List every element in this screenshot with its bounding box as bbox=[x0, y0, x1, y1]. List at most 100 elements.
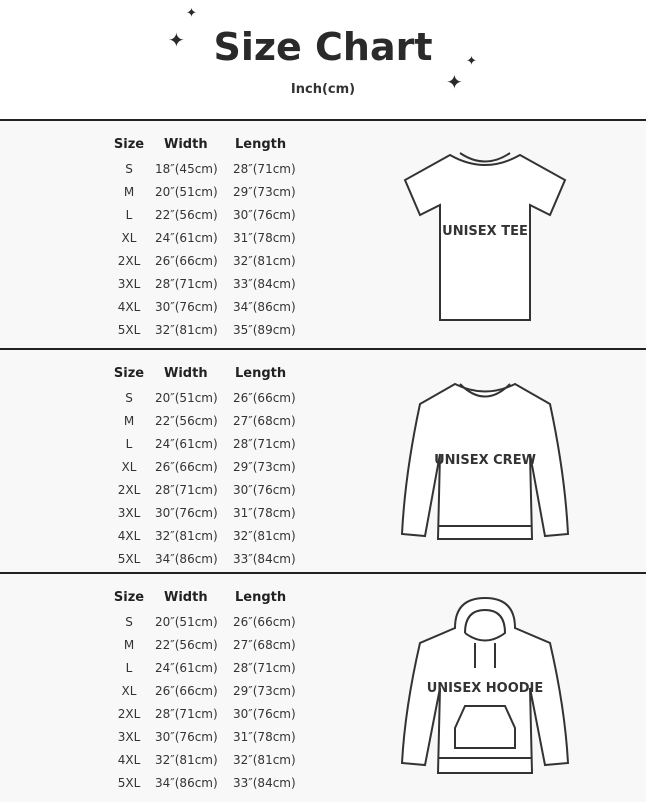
garment-label: UNISEX CREW bbox=[434, 453, 536, 468]
length-cell: 35″(89cm) bbox=[233, 323, 296, 337]
size-cell: S bbox=[125, 615, 133, 629]
length-cell: 26″(66cm) bbox=[233, 391, 296, 405]
width-cell: 28″(71cm) bbox=[155, 483, 218, 497]
size-cell: 4XL bbox=[117, 300, 141, 314]
sparkle-icon: ✦ bbox=[466, 54, 477, 69]
width-cell: 18″(45cm) bbox=[155, 162, 218, 176]
width-cell: 20″(51cm) bbox=[155, 185, 218, 199]
width-cell: 28″(71cm) bbox=[155, 277, 218, 291]
unit-label: Inch(cm) bbox=[290, 82, 356, 97]
size-cell: L bbox=[125, 208, 133, 222]
width-cell: 32″(81cm) bbox=[155, 323, 218, 337]
length-cell: 29″(73cm) bbox=[233, 684, 296, 698]
size-cell: S bbox=[125, 162, 133, 176]
size-cell: L bbox=[125, 437, 133, 451]
width-cell: 24″(61cm) bbox=[155, 661, 218, 675]
width-cell: 30″(76cm) bbox=[155, 506, 218, 520]
length-cell: 31″(78cm) bbox=[233, 730, 296, 744]
size-cell: 3XL bbox=[117, 730, 141, 744]
size-cell: 5XL bbox=[117, 323, 141, 337]
hoodie-illustration: UNISEX HOODIE bbox=[400, 596, 570, 774]
width-cell: 22″(56cm) bbox=[155, 638, 218, 652]
length-cell: 29″(73cm) bbox=[233, 185, 296, 199]
size-cell: 2XL bbox=[117, 483, 141, 497]
width-cell: 22″(56cm) bbox=[155, 414, 218, 428]
width-cell: 26″(66cm) bbox=[155, 684, 218, 698]
size-cell: M bbox=[123, 638, 135, 652]
sparkle-icon: ✦ bbox=[446, 70, 463, 94]
length-cell: 33″(84cm) bbox=[233, 277, 296, 291]
size-section-hoodie: Size Width Length S 20″(51cm) 26″(66cm) … bbox=[0, 572, 646, 802]
size-cell: L bbox=[125, 661, 133, 675]
size-cell: 5XL bbox=[117, 776, 141, 790]
size-section-tee: Size Width Length S 18″(45cm) 28″(71cm) … bbox=[0, 119, 646, 350]
width-cell: 34″(86cm) bbox=[155, 552, 218, 566]
width-cell: 24″(61cm) bbox=[155, 437, 218, 451]
length-cell: 32″(81cm) bbox=[233, 753, 296, 767]
column-header-size: Size bbox=[113, 366, 145, 381]
header: ✦ ✦ Size Chart ✦ ✦ Inch(cm) bbox=[0, 0, 646, 119]
width-cell: 34″(86cm) bbox=[155, 776, 218, 790]
column-header-width: Width bbox=[164, 590, 208, 605]
width-cell: 30″(76cm) bbox=[155, 300, 218, 314]
size-cell: 3XL bbox=[117, 506, 141, 520]
length-cell: 32″(81cm) bbox=[233, 254, 296, 268]
length-cell: 30″(76cm) bbox=[233, 707, 296, 721]
length-cell: 31″(78cm) bbox=[233, 506, 296, 520]
column-header-size: Size bbox=[113, 137, 145, 152]
garment-tee: UNISEX TEE bbox=[380, 135, 590, 339]
length-cell: 27″(68cm) bbox=[233, 414, 296, 428]
column-header-length: Length bbox=[235, 366, 287, 381]
length-cell: 32″(81cm) bbox=[233, 529, 296, 543]
size-cell: 4XL bbox=[117, 753, 141, 767]
size-cell: S bbox=[125, 391, 133, 405]
length-cell: 30″(76cm) bbox=[233, 483, 296, 497]
width-cell: 26″(66cm) bbox=[155, 254, 218, 268]
sparkle-icon: ✦ bbox=[168, 28, 185, 52]
size-cell: M bbox=[123, 185, 135, 199]
length-cell: 29″(73cm) bbox=[233, 460, 296, 474]
garment-hoodie: UNISEX HOODIE bbox=[380, 588, 590, 792]
width-cell: 20″(51cm) bbox=[155, 391, 218, 405]
length-cell: 33″(84cm) bbox=[233, 776, 296, 790]
width-cell: 30″(76cm) bbox=[155, 730, 218, 744]
size-cell: 5XL bbox=[117, 552, 141, 566]
size-cell: 3XL bbox=[117, 277, 141, 291]
column-header-width: Width bbox=[164, 366, 208, 381]
width-cell: 28″(71cm) bbox=[155, 707, 218, 721]
length-cell: 30″(76cm) bbox=[233, 208, 296, 222]
width-cell: 32″(81cm) bbox=[155, 753, 218, 767]
length-cell: 28″(71cm) bbox=[233, 661, 296, 675]
width-cell: 32″(81cm) bbox=[155, 529, 218, 543]
size-cell: XL bbox=[121, 460, 137, 474]
size-cell: XL bbox=[121, 231, 137, 245]
length-cell: 28″(71cm) bbox=[233, 437, 296, 451]
column-header-length: Length bbox=[235, 590, 287, 605]
size-section-crew: Size Width Length S 20″(51cm) 26″(66cm) … bbox=[0, 348, 646, 574]
tee-illustration: UNISEX TEE bbox=[403, 152, 567, 321]
garment-label: UNISEX TEE bbox=[442, 224, 528, 239]
size-cell: 2XL bbox=[117, 254, 141, 268]
sparkle-icon: ✦ bbox=[186, 6, 197, 21]
length-cell: 26″(66cm) bbox=[233, 615, 296, 629]
column-header-size: Size bbox=[113, 590, 145, 605]
page-title: Size Chart bbox=[213, 25, 433, 69]
length-cell: 33″(84cm) bbox=[233, 552, 296, 566]
length-cell: 27″(68cm) bbox=[233, 638, 296, 652]
crew-illustration: UNISEX CREW bbox=[400, 382, 570, 540]
size-cell: XL bbox=[121, 684, 137, 698]
length-cell: 34″(86cm) bbox=[233, 300, 296, 314]
width-cell: 20″(51cm) bbox=[155, 615, 218, 629]
garment-label: UNISEX HOODIE bbox=[427, 681, 544, 696]
length-cell: 31″(78cm) bbox=[233, 231, 296, 245]
length-cell: 28″(71cm) bbox=[233, 162, 296, 176]
size-cell: 2XL bbox=[117, 707, 141, 721]
column-header-width: Width bbox=[164, 137, 208, 152]
width-cell: 26″(66cm) bbox=[155, 460, 218, 474]
size-cell: M bbox=[123, 414, 135, 428]
size-cell: 4XL bbox=[117, 529, 141, 543]
garment-crew: UNISEX CREW bbox=[380, 364, 590, 568]
width-cell: 24″(61cm) bbox=[155, 231, 218, 245]
column-header-length: Length bbox=[235, 137, 287, 152]
width-cell: 22″(56cm) bbox=[155, 208, 218, 222]
